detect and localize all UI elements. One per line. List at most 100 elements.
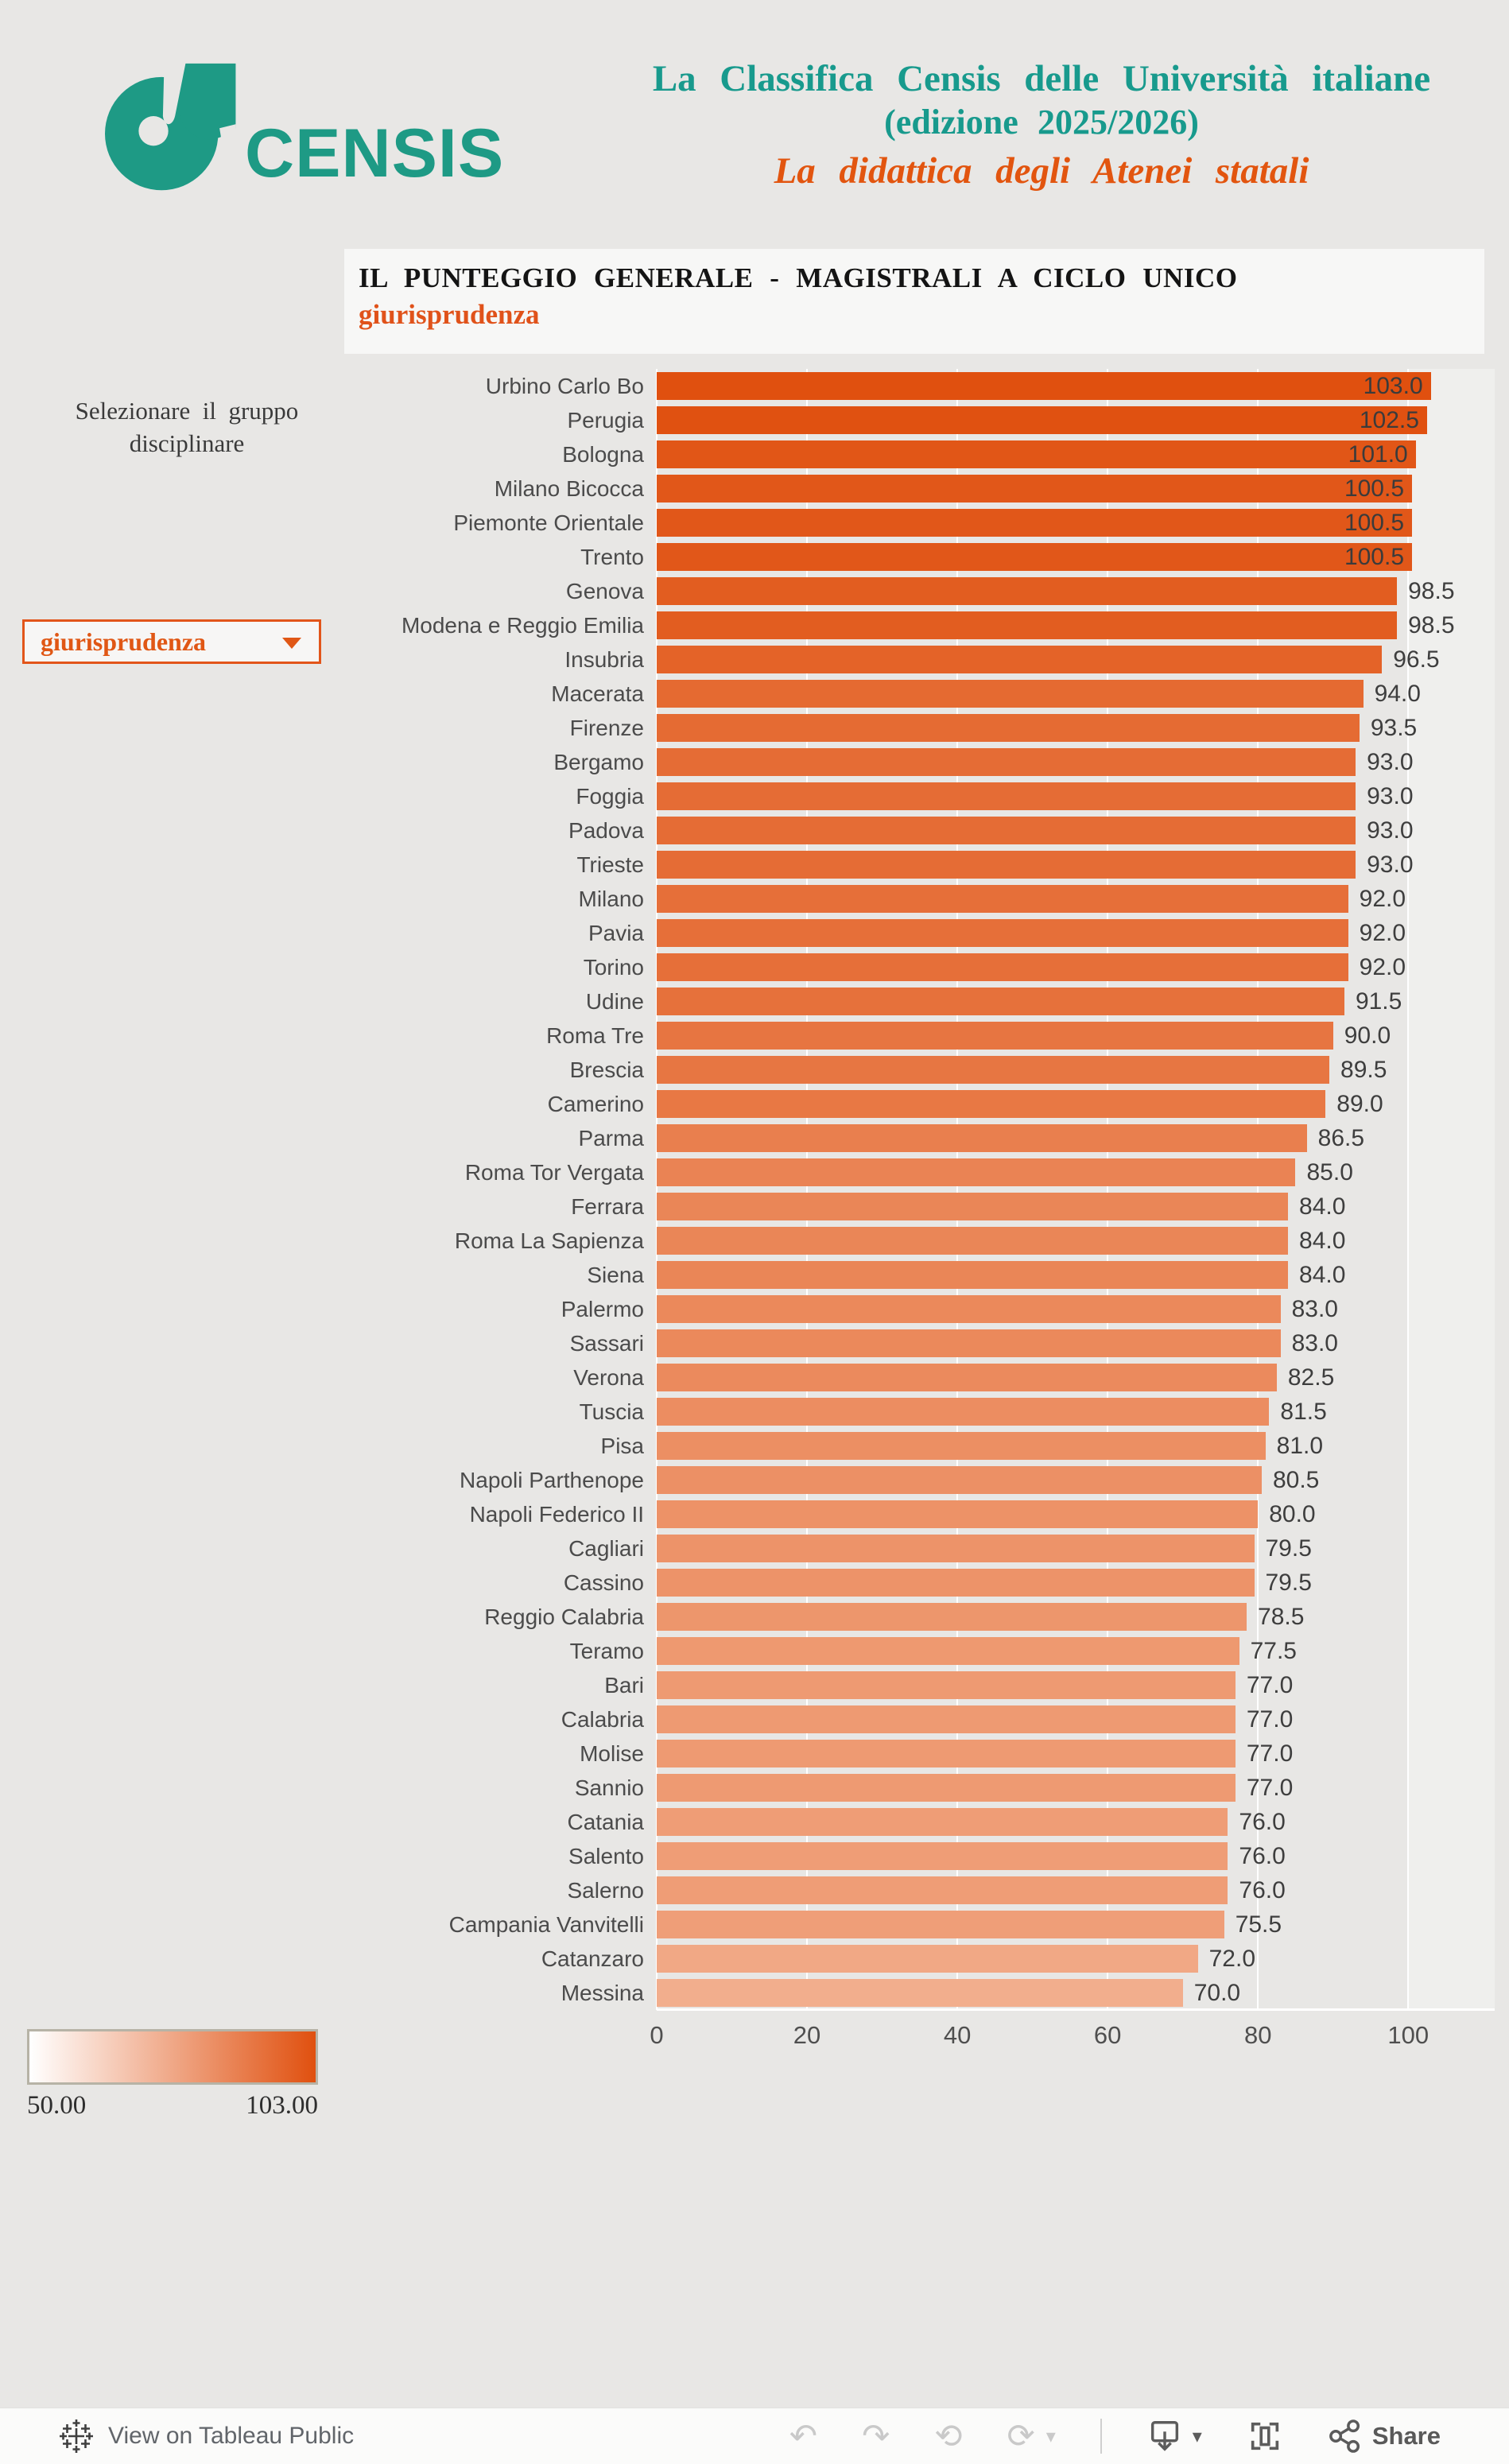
value-label: 92.0 bbox=[1359, 954, 1406, 980]
value-label: 70.0 bbox=[1193, 1980, 1241, 2006]
bar[interactable] bbox=[657, 577, 1398, 605]
bar[interactable] bbox=[657, 1022, 1333, 1050]
toolbar-actions: ↶ ↷ ⟲ ⟳ ▾ ▾ Sh bbox=[745, 2408, 1441, 2464]
category-label: Siena bbox=[587, 1263, 644, 1287]
bar[interactable] bbox=[657, 1398, 1270, 1426]
value-label: 93.5 bbox=[1370, 715, 1418, 741]
bar[interactable] bbox=[657, 953, 1348, 981]
value-label: 76.0 bbox=[1239, 1843, 1286, 1869]
bar-row: Teramo 77.5 bbox=[0, 1634, 1495, 1668]
bar[interactable]: 100.5 bbox=[657, 509, 1413, 537]
value-label: 93.0 bbox=[1367, 817, 1414, 844]
category-label: Piemonte Orientale bbox=[453, 510, 644, 535]
bar[interactable] bbox=[657, 1193, 1289, 1220]
category-label: Modena e Reggio Emilia bbox=[401, 613, 644, 638]
redo-button[interactable]: ↷ bbox=[862, 2419, 890, 2453]
category-label: Salerno bbox=[567, 1878, 644, 1903]
bar[interactable] bbox=[657, 1945, 1198, 1973]
bar-row: Palermo 83.0 bbox=[0, 1292, 1495, 1326]
value-label: 89.5 bbox=[1340, 1057, 1387, 1083]
bar[interactable] bbox=[657, 1090, 1326, 1118]
bar[interactable] bbox=[657, 885, 1348, 913]
category-label: Salento bbox=[568, 1844, 644, 1868]
bar-row: Pisa 81.0 bbox=[0, 1429, 1495, 1463]
bar[interactable] bbox=[657, 817, 1356, 844]
bar[interactable] bbox=[657, 1569, 1255, 1597]
value-label: 81.0 bbox=[1276, 1433, 1324, 1459]
bar[interactable] bbox=[657, 1535, 1255, 1562]
bar[interactable] bbox=[657, 1740, 1236, 1767]
bar[interactable] bbox=[657, 1911, 1224, 1938]
bar[interactable] bbox=[657, 851, 1356, 879]
bar[interactable] bbox=[657, 919, 1348, 947]
value-label: 94.0 bbox=[1374, 681, 1421, 707]
bar[interactable] bbox=[657, 1603, 1247, 1631]
x-axis-tick-label: 80 bbox=[1243, 2021, 1272, 2049]
bar[interactable] bbox=[657, 1295, 1281, 1323]
bar-row: Salento 76.0 bbox=[0, 1839, 1495, 1873]
share-icon bbox=[1329, 2419, 1360, 2453]
revert-button[interactable]: ⟲ bbox=[934, 2419, 962, 2453]
bar[interactable] bbox=[657, 1124, 1307, 1152]
bar[interactable]: 102.5 bbox=[657, 406, 1427, 434]
bar[interactable] bbox=[657, 1671, 1236, 1699]
bar-row: Camerino 89.0 bbox=[0, 1087, 1495, 1121]
bar[interactable]: 100.5 bbox=[657, 543, 1413, 571]
fullscreen-button[interactable] bbox=[1247, 2418, 1283, 2454]
bar[interactable] bbox=[657, 1876, 1228, 1904]
value-label: 102.5 bbox=[1359, 407, 1419, 433]
undo-button[interactable]: ↶ bbox=[789, 2419, 817, 2453]
bar[interactable] bbox=[657, 714, 1360, 742]
bar-row: Ferrara 84.0 bbox=[0, 1189, 1495, 1224]
category-label: Roma Tre bbox=[546, 1023, 644, 1048]
bar-row: Calabria 77.0 bbox=[0, 1702, 1495, 1736]
category-label: Teramo bbox=[569, 1639, 644, 1663]
bar-row: Trieste 93.0 bbox=[0, 848, 1495, 882]
bar-row: Napoli Federico II 80.0 bbox=[0, 1497, 1495, 1531]
worksheet-subheading: giurisprudenza bbox=[359, 299, 540, 330]
share-button[interactable]: Share bbox=[1328, 2419, 1441, 2454]
gridline bbox=[656, 369, 658, 2010]
bar[interactable] bbox=[657, 1808, 1228, 1836]
share-label: Share bbox=[1371, 2422, 1441, 2450]
category-label: Bologna bbox=[562, 442, 644, 467]
bar[interactable] bbox=[657, 1158, 1296, 1186]
bar[interactable] bbox=[657, 1056, 1330, 1084]
category-label: Catanzaro bbox=[541, 1946, 644, 1971]
discipline-dropdown[interactable]: giurisprudenza bbox=[22, 619, 321, 664]
view-on-tableau-public-label: View on Tableau Public bbox=[108, 2423, 355, 2449]
bar[interactable] bbox=[657, 782, 1356, 810]
bar-row: Parma 86.5 bbox=[0, 1121, 1495, 1155]
redo-icon: ↷ bbox=[862, 2416, 890, 2455]
bar[interactable] bbox=[657, 1329, 1281, 1357]
bar[interactable] bbox=[657, 1432, 1266, 1460]
bar[interactable] bbox=[657, 1261, 1289, 1289]
bar-row: Padova 93.0 bbox=[0, 813, 1495, 848]
bar[interactable]: 101.0 bbox=[657, 440, 1416, 468]
bar[interactable] bbox=[657, 1842, 1228, 1870]
bar[interactable] bbox=[657, 646, 1383, 673]
bar[interactable] bbox=[657, 1774, 1236, 1802]
bar-row: Bologna 101.0 bbox=[0, 437, 1495, 471]
bar-row: Firenze 93.5 bbox=[0, 711, 1495, 745]
bar[interactable] bbox=[657, 611, 1398, 639]
value-label: 80.0 bbox=[1269, 1501, 1316, 1527]
bar[interactable]: 103.0 bbox=[657, 372, 1431, 400]
value-label: 86.5 bbox=[1317, 1125, 1365, 1151]
bar[interactable] bbox=[657, 1227, 1289, 1255]
bar[interactable] bbox=[657, 1979, 1183, 2007]
bar[interactable] bbox=[657, 1637, 1239, 1665]
bar[interactable] bbox=[657, 680, 1364, 708]
view-on-tableau-public-button[interactable]: View on Tableau Public bbox=[57, 2408, 354, 2464]
gridline bbox=[1257, 369, 1259, 2010]
download-button[interactable]: ▾ bbox=[1146, 2418, 1202, 2454]
bar[interactable] bbox=[657, 1466, 1262, 1494]
bar[interactable] bbox=[657, 1500, 1259, 1528]
bar[interactable] bbox=[657, 988, 1344, 1015]
bar-row: Cagliari 79.5 bbox=[0, 1531, 1495, 1566]
bar[interactable]: 100.5 bbox=[657, 475, 1413, 503]
bar[interactable] bbox=[657, 1705, 1236, 1733]
bar[interactable] bbox=[657, 748, 1356, 776]
bar[interactable] bbox=[657, 1364, 1277, 1391]
refresh-button[interactable]: ⟳ ▾ bbox=[1007, 2419, 1056, 2453]
